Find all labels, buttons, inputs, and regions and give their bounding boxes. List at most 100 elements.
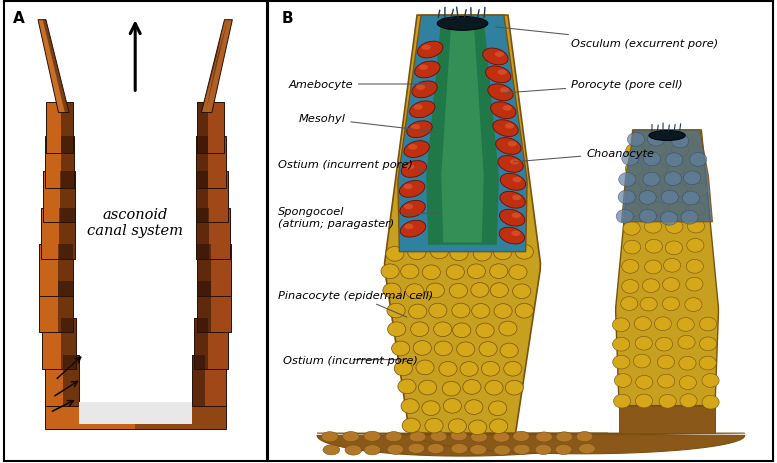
Text: Osculum (excurrent pore): Osculum (excurrent pore) [496,28,719,49]
Ellipse shape [508,142,517,147]
Ellipse shape [417,42,443,59]
Ellipse shape [404,141,430,158]
Text: Porocyte (pore cell): Porocyte (pore cell) [503,80,683,94]
Ellipse shape [416,360,434,375]
Ellipse shape [671,135,688,149]
Polygon shape [40,245,74,296]
Ellipse shape [644,220,662,234]
Ellipse shape [471,432,487,442]
Ellipse shape [434,341,452,356]
Ellipse shape [451,444,468,454]
Ellipse shape [407,121,432,138]
Ellipse shape [685,298,702,312]
Ellipse shape [493,245,512,260]
Text: asconoid
canal system: asconoid canal system [87,207,183,238]
Ellipse shape [419,380,437,395]
Ellipse shape [646,184,663,197]
Ellipse shape [503,106,512,112]
Polygon shape [197,103,224,154]
Polygon shape [192,355,205,406]
Ellipse shape [490,283,508,298]
Ellipse shape [398,379,416,394]
Ellipse shape [388,322,406,337]
Ellipse shape [427,283,444,298]
Ellipse shape [463,380,481,394]
Ellipse shape [416,85,425,91]
Text: Amebocyte: Amebocyte [288,80,432,90]
Ellipse shape [429,304,447,318]
Ellipse shape [490,419,507,434]
Ellipse shape [498,70,507,75]
Ellipse shape [503,362,522,376]
Ellipse shape [430,244,448,259]
Polygon shape [385,16,541,433]
Ellipse shape [621,297,638,311]
Ellipse shape [446,265,465,280]
Ellipse shape [684,172,701,185]
Polygon shape [196,172,228,223]
Polygon shape [40,282,74,333]
Polygon shape [197,245,231,296]
Ellipse shape [422,401,440,416]
Ellipse shape [470,444,486,455]
Ellipse shape [383,283,401,298]
Ellipse shape [469,420,486,435]
Polygon shape [197,103,207,154]
Ellipse shape [513,432,529,441]
Ellipse shape [681,211,699,225]
Polygon shape [44,355,78,406]
Ellipse shape [364,432,381,441]
Polygon shape [194,318,208,369]
Ellipse shape [494,445,510,455]
Ellipse shape [448,419,466,433]
Ellipse shape [510,160,519,165]
Ellipse shape [579,444,595,454]
Ellipse shape [443,399,462,413]
Ellipse shape [656,338,673,351]
Ellipse shape [665,241,682,255]
Ellipse shape [691,183,708,197]
Ellipse shape [345,445,361,455]
Ellipse shape [400,201,425,218]
Ellipse shape [404,224,413,230]
Polygon shape [61,103,74,154]
Text: Mesohyl: Mesohyl [298,114,437,132]
Ellipse shape [460,362,478,376]
Ellipse shape [677,318,694,332]
Ellipse shape [493,120,518,137]
Ellipse shape [663,278,680,292]
Ellipse shape [483,49,508,66]
Polygon shape [196,137,208,188]
Ellipse shape [450,246,468,261]
Polygon shape [622,131,713,222]
Ellipse shape [661,191,678,205]
Ellipse shape [688,203,706,217]
Polygon shape [615,131,719,406]
Polygon shape [417,433,745,454]
Ellipse shape [515,245,533,260]
Ellipse shape [485,381,503,395]
Ellipse shape [686,260,703,274]
Ellipse shape [625,163,643,176]
Ellipse shape [649,131,685,141]
Polygon shape [317,433,608,456]
Ellipse shape [493,432,510,442]
Ellipse shape [647,133,664,147]
Ellipse shape [472,304,490,319]
Polygon shape [197,282,211,333]
Ellipse shape [401,161,427,178]
Ellipse shape [664,172,681,186]
Polygon shape [43,21,69,113]
Ellipse shape [471,283,489,298]
Ellipse shape [430,432,447,442]
Ellipse shape [490,103,516,119]
Polygon shape [61,318,76,369]
Ellipse shape [486,67,511,84]
Polygon shape [58,282,74,333]
Ellipse shape [613,356,630,369]
Ellipse shape [408,145,417,150]
Ellipse shape [645,261,662,274]
Ellipse shape [659,394,676,408]
Ellipse shape [512,195,521,201]
Polygon shape [38,21,69,113]
